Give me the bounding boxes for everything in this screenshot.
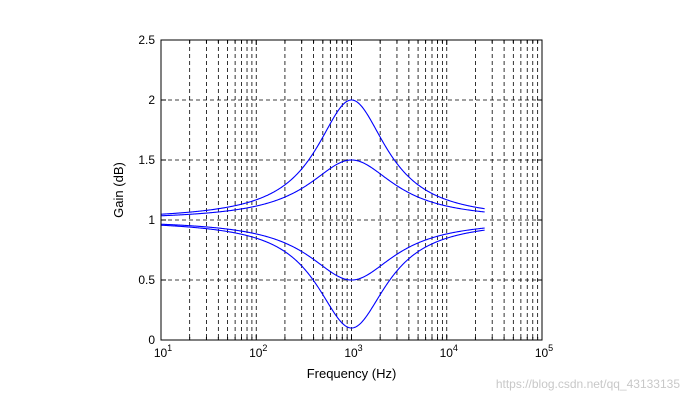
gain-curve-2 bbox=[160, 159, 485, 217]
gain-curve-4 bbox=[160, 224, 485, 329]
x-tick-label: 105 bbox=[535, 343, 553, 360]
y-axis-label: Gain (dB) bbox=[111, 162, 126, 218]
x-tick-label: 102 bbox=[249, 343, 267, 360]
x-tick-label: 104 bbox=[440, 343, 458, 360]
y-tick-label: 1 bbox=[148, 213, 155, 227]
x-axis-label: Frequency (Hz) bbox=[307, 366, 397, 381]
x-tick-label: 103 bbox=[344, 343, 362, 360]
axis-tick-labels: 0 0.5 1 1.5 2 2.5 101 102 103 104 105 bbox=[138, 33, 553, 360]
gain-curve-3 bbox=[160, 223, 485, 281]
y-tick-label: 2 bbox=[148, 93, 155, 107]
y-tick-label: 0.5 bbox=[138, 273, 155, 287]
gain-curves bbox=[160, 99, 485, 329]
y-tick-label: 2.5 bbox=[138, 33, 155, 47]
axis-ticks bbox=[161, 39, 542, 341]
x-tick-label: 101 bbox=[154, 343, 172, 360]
watermark: https://blog.csdn.net/qq_43133135 bbox=[495, 377, 680, 391]
y-tick-label: 1.5 bbox=[138, 153, 155, 167]
y-tick-label: 0 bbox=[148, 333, 155, 347]
grid-lines bbox=[161, 40, 542, 340]
gain-curve-1 bbox=[160, 99, 485, 215]
